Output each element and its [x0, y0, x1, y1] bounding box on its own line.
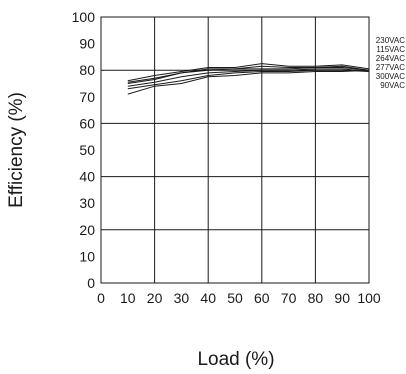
series-line-277VAC — [127, 68, 370, 87]
y-tick-label-0: 0 — [87, 275, 95, 291]
legend-label-90VAC: 90VAC — [380, 81, 405, 90]
x-tick-label-10: 10 — [120, 290, 136, 306]
x-axis-title: Load (%) — [197, 349, 274, 370]
x-tick-label-80: 80 — [308, 290, 324, 306]
y-tick-label-20: 20 — [79, 222, 95, 238]
y-tick-label-60: 60 — [79, 115, 95, 131]
x-tick-label-90: 90 — [334, 290, 350, 306]
x-tick-label-50: 50 — [227, 290, 243, 306]
legend-label-277VAC: 277VAC — [376, 63, 405, 72]
y-tick-label-40: 40 — [79, 169, 95, 185]
x-tick-label-30: 30 — [174, 290, 190, 306]
y-tick-labels: 0 10 20 30 40 50 60 70 80 90 100 — [72, 9, 96, 291]
y-tick-label-100: 100 — [72, 9, 96, 25]
plot-area — [100, 16, 370, 284]
x-tick-label-100: 100 — [357, 290, 381, 306]
series-line-264VAC — [127, 67, 370, 84]
y-tick-label-50: 50 — [79, 142, 95, 158]
series-lines — [127, 63, 370, 95]
x-tick-label-70: 70 — [281, 290, 297, 306]
y-tick-label-80: 80 — [79, 62, 95, 78]
legend-label-300VAC: 300VAC — [376, 72, 405, 81]
series-line-90VAC — [127, 69, 370, 95]
x-tick-labels: 0 10 20 30 40 50 60 70 80 90 100 — [97, 290, 381, 306]
y-axis-title: Efficiency (%) — [6, 92, 27, 208]
series-line-115VAC — [127, 65, 370, 83]
y-tick-label-10: 10 — [79, 248, 95, 264]
x-tick-label-20: 20 — [147, 290, 163, 306]
series-line-230VAC — [127, 63, 370, 82]
x-tick-label-0: 0 — [97, 290, 105, 306]
y-tick-label-70: 70 — [79, 89, 95, 105]
series-line-300VAC — [127, 69, 370, 90]
legend-label-264VAC: 264VAC — [376, 54, 405, 63]
legend-label-115VAC: 115VAC — [376, 45, 405, 54]
y-tick-label-30: 30 — [79, 195, 95, 211]
grid — [101, 17, 369, 283]
y-tick-label-90: 90 — [79, 36, 95, 52]
x-tick-label-60: 60 — [254, 290, 270, 306]
legend-label-230VAC: 230VAC — [376, 36, 405, 45]
x-tick-label-40: 40 — [200, 290, 216, 306]
